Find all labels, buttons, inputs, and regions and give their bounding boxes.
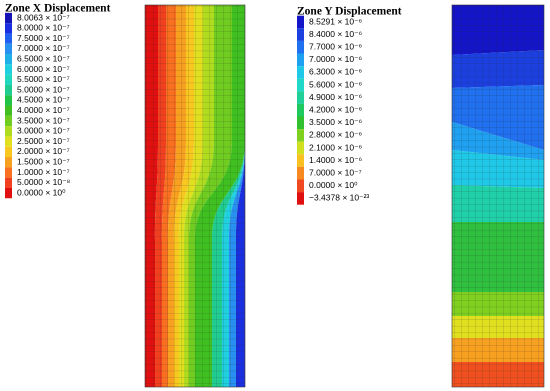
legend-label: 3.5000 × 10⁻⁶: [309, 117, 362, 127]
legend-label: 4.2000 × 10⁻⁶: [309, 104, 362, 114]
legend-label: 5.0000 × 10⁻⁸: [17, 177, 71, 187]
legend-label: 1.0000 × 10⁻⁷: [17, 167, 70, 177]
legend-swatch: [297, 91, 304, 104]
legend-swatch: [5, 54, 12, 65]
legend-label: −3.4378 × 10⁻²³: [309, 193, 369, 203]
mesh-overlay: [452, 5, 544, 387]
mesh-overlay: [145, 5, 245, 387]
legend-label: 6.5000 × 10⁻⁷: [17, 53, 70, 63]
legend-swatch: [297, 53, 304, 67]
plot-border: [451, 4, 545, 388]
legend-swatch: [5, 105, 12, 116]
legend-swatch: [297, 116, 304, 130]
legend-swatch: [5, 74, 12, 85]
legend-swatch: [5, 64, 12, 75]
legend-swatch: [5, 84, 12, 96]
legend-swatch: [297, 192, 304, 205]
legend-title: Zone X Displacement: [5, 3, 111, 15]
legend-label: 3.5000 × 10⁻⁷: [17, 115, 70, 125]
legend-label: 2.5000 × 10⁻⁷: [17, 136, 70, 146]
legend-label: 1.4000 × 10⁻⁶: [309, 155, 362, 165]
legend-label: 7.0000 × 10⁻⁷: [309, 167, 362, 177]
legend-label: 7.5000 × 10⁻⁷: [17, 33, 70, 43]
legend-swatch: [5, 12, 12, 24]
legend-swatch: [297, 103, 304, 117]
legend-label: 6.3000 × 10⁻⁶: [309, 67, 362, 77]
legend-label: 2.8000 × 10⁻⁶: [309, 130, 362, 140]
legend-swatch: [5, 187, 12, 199]
legend-title: Zone Y Displacement: [297, 6, 402, 18]
legend-label: 2.1000 × 10⁻⁶: [309, 142, 362, 152]
legend-swatch: [297, 179, 304, 193]
legend-label: 0.0000 × 10⁰: [17, 187, 66, 197]
legend-label: 7.0000 × 10⁻⁷: [17, 43, 70, 53]
legend-label: 7.7000 × 10⁻⁶: [309, 41, 362, 51]
legend-label: 8.0063 × 10⁻⁷: [17, 12, 70, 22]
legend-swatch: [5, 33, 12, 44]
legend-swatch: [297, 66, 304, 79]
legend-label: 5.0000 × 10⁻⁷: [17, 84, 70, 94]
legend-swatch: [5, 157, 12, 168]
legend-label: 4.9000 × 10⁻⁶: [309, 92, 362, 102]
legend-label: 3.0000 × 10⁻⁷: [17, 126, 70, 136]
legend-swatch: [297, 78, 304, 92]
legend-swatch: [5, 177, 12, 188]
legend-label: 7.0000 × 10⁻⁶: [309, 54, 362, 64]
legend-swatch: [5, 136, 12, 147]
legend-label: 1.5000 × 10⁻⁷: [17, 156, 70, 166]
legend-swatch: [297, 141, 304, 155]
legend-swatch: [297, 15, 304, 29]
legend-label: 8.5291 × 10⁻⁶: [309, 16, 362, 26]
legend-swatch: [297, 40, 304, 54]
legend-label: 0.0000 × 10⁰: [309, 180, 358, 190]
legend-swatch: [5, 115, 12, 127]
plot-border: [144, 4, 246, 388]
legend-label: 5.5000 × 10⁻⁷: [17, 74, 70, 84]
legend-swatch: [5, 43, 12, 55]
legend-swatch: [5, 126, 12, 137]
legend-swatch: [5, 146, 12, 158]
legend-swatch: [297, 28, 304, 41]
legend-label: 4.0000 × 10⁻⁷: [17, 105, 70, 115]
legend-swatch: [297, 154, 304, 167]
legend-label: 4.5000 × 10⁻⁷: [17, 95, 70, 105]
legend-label: 5.6000 × 10⁻⁶: [309, 79, 362, 89]
legend-swatch: [5, 95, 12, 106]
legend-label: 8.0000 × 10⁻⁷: [17, 23, 70, 33]
legend-label: 8.4000 × 10⁻⁶: [309, 29, 362, 39]
legend-swatch: [5, 167, 12, 178]
legend-label: 2.0000 × 10⁻⁷: [17, 146, 70, 156]
legend-swatch: [297, 129, 304, 142]
legend-swatch: [297, 166, 304, 180]
legend-swatch: [5, 23, 12, 34]
legend-label: 6.0000 × 10⁻⁷: [17, 64, 70, 74]
